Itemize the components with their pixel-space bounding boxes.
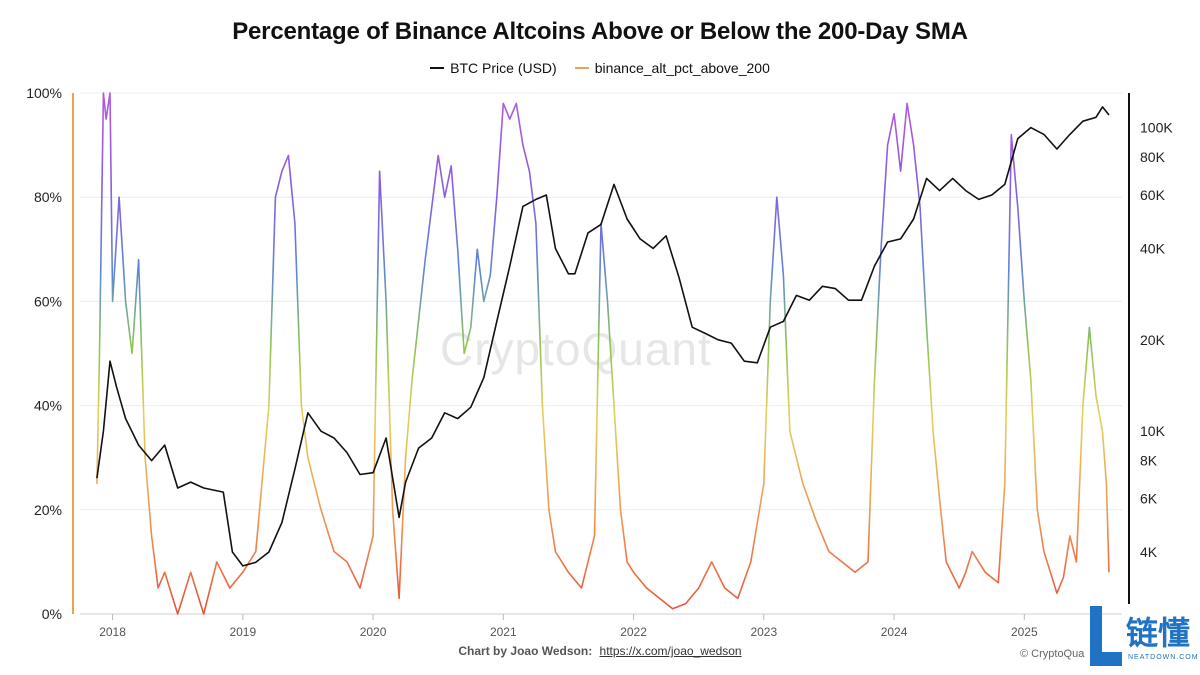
y-right-tick-label: 6K — [1140, 491, 1158, 507]
credit-prefix: Chart by Joao Wedson: — [458, 644, 593, 658]
chart-credit: Chart by Joao Wedson: https://x.com/joao… — [0, 644, 1200, 658]
legend-swatch-alt-pct — [574, 67, 589, 69]
badge-cn-text: 链懂 — [1126, 615, 1191, 651]
y-left-tick-label: 0% — [42, 606, 62, 622]
y-right-tick-label: 8K — [1140, 453, 1158, 469]
neatdown-logo-icon — [1090, 606, 1122, 666]
y-right-tick-label: 40K — [1140, 240, 1166, 256]
legend-swatch-btc — [430, 67, 445, 69]
x-tick-label: 2025 — [1011, 625, 1038, 639]
series-line-alt-pct — [96, 92, 1110, 615]
copyright-text: © CryptoQua — [1020, 648, 1085, 660]
x-axis: 2018 2019 2020 2021 2022 2023 2024 2025 — [80, 613, 1122, 639]
x-tick-label: 2024 — [881, 625, 908, 639]
y-left-tick-label: 60% — [34, 293, 62, 309]
y-left-tick-label: 40% — [34, 398, 62, 414]
y-right-tick-label: 4K — [1140, 544, 1158, 560]
y-left-tick-label: 80% — [34, 189, 62, 205]
badge-en-text: NEATDOWN.COM — [1128, 654, 1199, 661]
x-tick-label: 2018 — [99, 625, 126, 639]
legend-label-alt-pct: binance_alt_pct_above_200 — [594, 60, 770, 76]
y-axis-right: 4K 6K 8K 10K 20K 40K 60K 80K 100K — [1140, 120, 1173, 560]
y-right-tick-label: 10K — [1140, 423, 1166, 439]
x-tick-label: 2022 — [620, 625, 647, 639]
neatdown-badge: 链懂 NEATDOWN.COM — [1088, 604, 1199, 668]
x-tick-label: 2021 — [490, 625, 517, 639]
gridlines — [80, 92, 1122, 615]
series-line-btc-price — [96, 106, 1110, 567]
x-tick-label: 2023 — [750, 625, 777, 639]
y-left-tick-label: 100% — [26, 85, 62, 101]
chart-title: Percentage of Binance Altcoins Above or … — [232, 18, 968, 45]
y-left-tick-label: 20% — [34, 502, 62, 518]
legend: BTC Price (USD) binance_alt_pct_above_20… — [0, 60, 1200, 76]
y-right-tick-label: 20K — [1140, 332, 1166, 348]
x-tick-label: 2019 — [229, 625, 256, 639]
cryptoquant-watermark: CryptoQuant — [440, 323, 712, 375]
legend-item-alt-pct[interactable]: binance_alt_pct_above_200 — [574, 60, 770, 76]
x-tick-label: 2020 — [360, 625, 387, 639]
y-axis-left: 0% 20% 40% 60% 80% 100% — [26, 85, 62, 622]
credit-link[interactable]: https://x.com/joao_wedson — [599, 644, 742, 658]
y-right-tick-label: 80K — [1140, 149, 1166, 165]
legend-item-btc[interactable]: BTC Price (USD) — [430, 60, 557, 76]
y-right-tick-label: 60K — [1140, 187, 1166, 203]
legend-label-btc: BTC Price (USD) — [450, 60, 557, 76]
y-right-tick-label: 100K — [1140, 120, 1173, 136]
